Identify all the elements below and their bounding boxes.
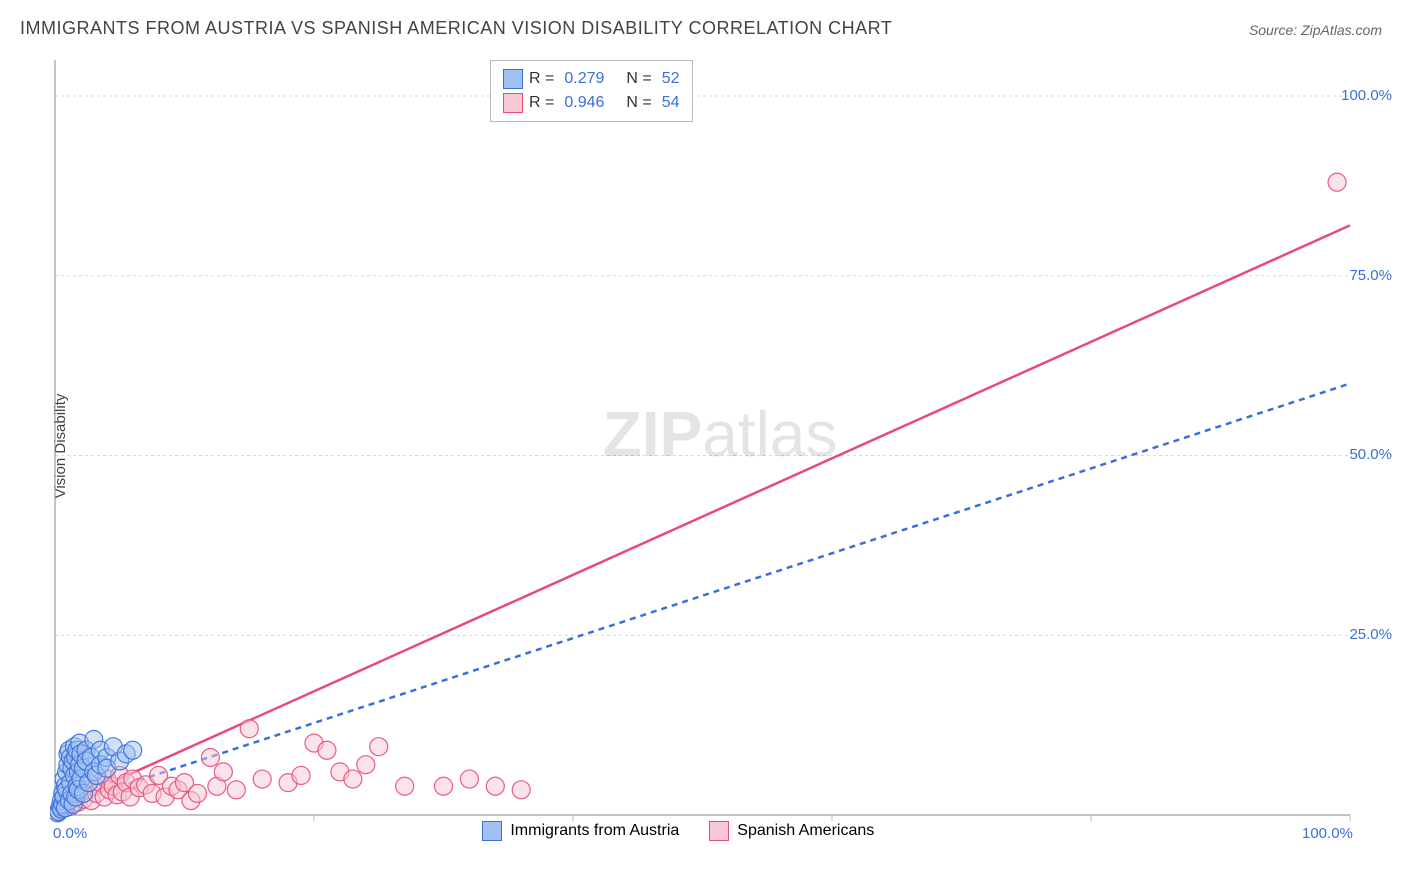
data-point	[435, 777, 453, 795]
data-point	[292, 766, 310, 784]
legend-swatch	[503, 69, 523, 89]
y-tick-label: 75.0%	[1349, 267, 1392, 284]
chart-title: IMMIGRANTS FROM AUSTRIA VS SPANISH AMERI…	[20, 18, 892, 39]
series-legend-item: Spanish Americans	[709, 821, 874, 841]
series-legend-item: Immigrants from Austria	[482, 821, 679, 841]
chart-container: IMMIGRANTS FROM AUSTRIA VS SPANISH AMERI…	[0, 0, 1406, 892]
data-point	[201, 748, 219, 766]
data-point	[396, 777, 414, 795]
trend-line	[55, 384, 1350, 808]
correlation-legend: R = 0.279 N = 52 R = 0.946 N = 54	[490, 60, 693, 122]
series-legend: Immigrants from Austria Spanish Americans	[482, 821, 874, 841]
data-point	[344, 770, 362, 788]
legend-n-value: 54	[662, 91, 680, 115]
y-tick-label: 25.0%	[1349, 626, 1392, 643]
series-legend-label: Spanish Americans	[737, 822, 874, 840]
legend-row: R = 0.279 N = 52	[503, 67, 680, 91]
data-point	[214, 763, 232, 781]
data-point	[227, 781, 245, 799]
data-point	[486, 777, 504, 795]
x-tick-label: 0.0%	[53, 825, 87, 842]
data-point	[370, 738, 388, 756]
data-point	[188, 784, 206, 802]
series-legend-label: Immigrants from Austria	[510, 822, 679, 840]
data-point	[357, 756, 375, 774]
data-point	[124, 741, 142, 759]
legend-swatch	[709, 821, 729, 841]
legend-r-value: 0.279	[564, 67, 604, 91]
legend-r-value: 0.946	[564, 91, 604, 115]
data-point	[460, 770, 478, 788]
legend-r-label: R =	[529, 67, 554, 91]
x-tick-label: 100.0%	[1302, 825, 1353, 842]
legend-row: R = 0.946 N = 54	[503, 91, 680, 115]
plot-area: ZIPatlas R =0.279N =52R =0.946N =54 Immi…	[50, 55, 1390, 845]
source-attribution: Source: ZipAtlas.com	[1249, 22, 1382, 38]
data-point	[253, 770, 271, 788]
legend-n-value: 52	[662, 67, 680, 91]
data-point	[240, 720, 258, 738]
legend-swatch	[482, 821, 502, 841]
scatter-chart-svg	[50, 55, 1390, 845]
legend-swatch	[503, 93, 523, 113]
y-tick-label: 50.0%	[1349, 446, 1392, 463]
legend-r-label: R =	[529, 91, 554, 115]
data-point	[318, 741, 336, 759]
legend-n-label: N =	[626, 67, 651, 91]
legend-n-label: N =	[626, 91, 651, 115]
data-point	[1328, 173, 1346, 191]
data-point	[512, 781, 530, 799]
y-tick-label: 100.0%	[1341, 87, 1392, 104]
